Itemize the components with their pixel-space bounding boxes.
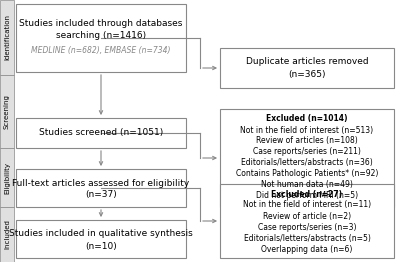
Text: Identification: Identification [4,14,10,61]
Text: (n=37): (n=37) [85,190,117,199]
Text: Case reports/series (n=3): Case reports/series (n=3) [258,222,356,232]
Text: (n=365): (n=365) [288,69,326,79]
Text: Not in the field of interest (n=11): Not in the field of interest (n=11) [243,200,371,210]
Text: Contains Pathologic Patients* (n=92): Contains Pathologic Patients* (n=92) [236,170,378,178]
Text: Editorials/letters/abstracts (n=5): Editorials/letters/abstracts (n=5) [244,233,370,243]
Text: Case reports/series (n=211): Case reports/series (n=211) [253,148,361,156]
Text: Duplicate articles removed: Duplicate articles removed [246,57,368,67]
Text: Studies included through databases: Studies included through databases [19,19,183,29]
Text: searching (n=1416): searching (n=1416) [56,31,146,41]
Text: Excluded (n=27): Excluded (n=27) [272,189,342,199]
Text: Studies included in qualitative synthesis: Studies included in qualitative synthesi… [9,230,193,238]
Text: Screening: Screening [4,94,10,129]
Bar [220,109,394,207]
Text: Studies screened (n=1051): Studies screened (n=1051) [39,128,163,138]
Bar [16,169,186,207]
Bar [0,0,14,75]
Text: Not in the field of interest (n=513): Not in the field of interest (n=513) [240,125,374,134]
Text: (n=10): (n=10) [85,242,117,250]
Text: Not human data (n=49): Not human data (n=49) [261,181,353,189]
Bar [16,4,186,72]
Bar [0,75,14,148]
Bar [0,207,14,262]
Bar [16,220,186,258]
Text: Excluded (n=1014): Excluded (n=1014) [266,114,348,123]
Text: Review of articles (n=108): Review of articles (n=108) [256,137,358,145]
Bar [220,48,394,88]
Bar [220,184,394,258]
Text: Full-text articles assessed for eligibility: Full-text articles assessed for eligibil… [12,178,190,188]
Text: Overlapping data (n=6): Overlapping data (n=6) [261,244,353,254]
Text: MEDLINE (n=682), EMBASE (n=734): MEDLINE (n=682), EMBASE (n=734) [31,46,171,54]
Text: Editorials/letters/abstracts (n=36): Editorials/letters/abstracts (n=36) [241,159,373,167]
Text: Included: Included [4,220,10,249]
Bar [0,148,14,207]
Text: Review of article (n=2): Review of article (n=2) [263,211,351,221]
Text: Eligibility: Eligibility [4,161,10,194]
Text: Did not perform MRI (n=5): Did not perform MRI (n=5) [256,192,358,200]
Bar [16,118,186,148]
